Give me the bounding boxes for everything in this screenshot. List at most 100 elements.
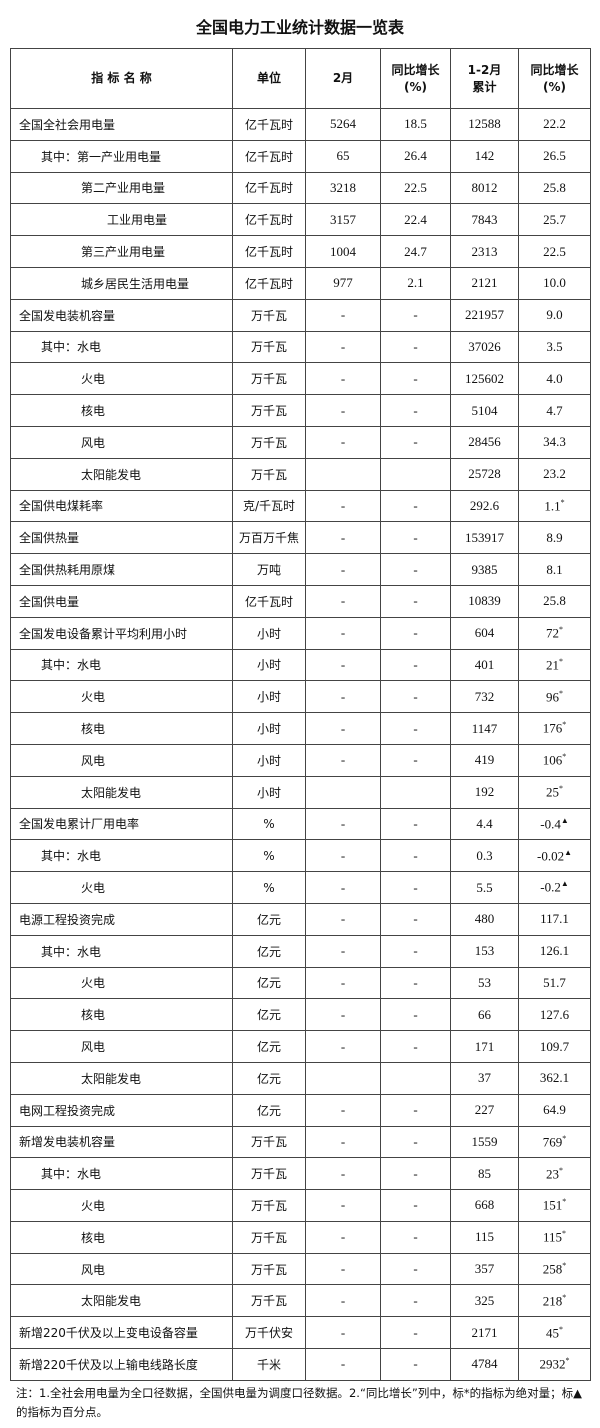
value-cell: - <box>380 807 451 841</box>
header-text: 同比增长 <box>530 62 579 77</box>
cum-value: 115 <box>474 1229 495 1245</box>
cum-yoy-value: 23.2 <box>543 466 566 482</box>
indicator-name: 火电 <box>10 680 233 714</box>
data-row: 火电 万千瓦 - - 125602 4.0 <box>10 362 591 396</box>
indicator-name: 核电 <box>10 998 233 1032</box>
feb-value: 5264 <box>330 116 356 132</box>
value-cell: 37026 <box>450 330 519 364</box>
cum-yoy-value: 8.1 <box>546 561 563 577</box>
value-cell: 28456 <box>450 425 519 459</box>
value-cell: 362.1 <box>518 1061 591 1095</box>
value-cell: 5264 <box>305 108 381 141</box>
data-row: 其中：第一产业用电量 亿千瓦时 65 26.4 142 26.5 <box>10 139 591 173</box>
value-cell: - <box>305 871 381 904</box>
cum-value: 25728 <box>468 466 501 482</box>
header-text: 2月 <box>332 71 354 85</box>
cum-yoy-value: 25.8 <box>543 179 566 195</box>
cum-value: 221957 <box>465 307 504 323</box>
cum-value: 227 <box>474 1102 495 1118</box>
value-cell: 23* <box>518 1157 591 1191</box>
cum-yoy-value: 4.7 <box>546 402 563 418</box>
unit-cell: % <box>232 839 306 873</box>
cum-yoy-value: 45 <box>546 1324 559 1340</box>
data-row: 全国供电量 亿千瓦时 - - 10839 25.8 <box>10 584 591 618</box>
feb-value: - <box>340 1229 346 1245</box>
value-cell: 23.2 <box>518 457 591 491</box>
unit-cell: 万千瓦 <box>232 362 306 396</box>
footnote-mark: * <box>560 497 565 507</box>
data-row: 全国全社会用电量 亿千瓦时 5264 18.5 12588 22.2 <box>10 108 591 141</box>
feb-value: - <box>340 561 346 577</box>
feb-yoy-value: - <box>413 656 418 672</box>
feb-value: - <box>340 497 346 513</box>
feb-yoy-value: - <box>413 943 418 959</box>
cum-value: 5.5 <box>476 879 493 895</box>
value-cell <box>305 457 381 491</box>
feb-yoy-value: - <box>413 911 418 927</box>
feb-value: 65 <box>336 148 350 164</box>
value-cell: 10839 <box>450 584 519 618</box>
data-row: 火电 小时 - - 732 96* <box>10 680 591 714</box>
value-cell: 668 <box>450 1189 519 1222</box>
indicator-name: 火电 <box>10 966 233 1000</box>
value-cell: - <box>305 807 381 841</box>
data-row: 太阳能发电 亿元 37 362.1 <box>10 1061 591 1095</box>
feb-value: - <box>340 625 346 641</box>
indicator-name: 其中：第一产业用电量 <box>10 139 233 173</box>
value-cell: 2313 <box>450 235 519 268</box>
feb-value: - <box>340 847 346 863</box>
footnote-mark: * <box>559 783 563 793</box>
feb-yoy-value: - <box>413 1165 418 1181</box>
feb-value: - <box>340 1133 346 1149</box>
data-row: 城乡居民生活用电量 亿千瓦时 977 2.1 2121 10.0 <box>10 266 591 300</box>
footnote-mark: * <box>562 720 567 730</box>
value-cell: 218* <box>518 1284 591 1318</box>
value-cell: - <box>380 1157 451 1191</box>
value-cell: - <box>380 680 451 714</box>
footnote-mark: * <box>559 656 563 666</box>
value-cell: 26.5 <box>518 139 591 173</box>
indicator-name: 新增发电装机容量 <box>10 1125 233 1159</box>
feb-value: - <box>340 688 346 704</box>
value-cell: - <box>305 743 381 777</box>
unit-cell: 亿元 <box>232 1093 306 1127</box>
indicator-name: 其中：水电 <box>10 1157 233 1191</box>
value-cell: - <box>380 521 451 555</box>
feb-yoy-value: - <box>413 847 418 863</box>
value-cell: 12588 <box>450 108 519 141</box>
cum-value: 9385 <box>471 561 498 577</box>
cum-yoy-value: 8.9 <box>546 529 563 545</box>
feb-yoy-value: - <box>413 752 418 768</box>
cum-yoy-value: 109.7 <box>539 1038 570 1054</box>
value-cell: 45* <box>518 1316 591 1350</box>
data-row: 全国供热量 万百万千焦 - - 153917 8.9 <box>10 521 591 555</box>
data-row: 风电 亿元 - - 171 109.7 <box>10 1030 591 1063</box>
cum-value: 4784 <box>471 1356 498 1372</box>
indicator-name: 太阳能发电 <box>10 1061 233 1095</box>
table-title: 全国电力工业统计数据一览表 <box>195 18 404 37</box>
header-text: 累计 <box>472 79 497 94</box>
value-cell: 2121 <box>450 266 519 300</box>
cum-yoy-value: 127.6 <box>539 1006 570 1022</box>
data-row: 火电% - - 5.5 -0.2▲ <box>10 871 591 904</box>
value-cell: - <box>305 1157 381 1191</box>
feb-value: - <box>340 370 346 386</box>
footnote-mark: * <box>562 1229 567 1239</box>
indicator-name: 第三产业用电量 <box>10 235 233 268</box>
cum-value: 7843 <box>471 211 498 227</box>
cum-value: 142 <box>474 148 495 164</box>
indicator-name: 太阳能发电 <box>10 775 233 809</box>
cum-value: 125602 <box>465 370 504 386</box>
data-row: 太阳能发电 万千瓦 - - 325 218* <box>10 1284 591 1318</box>
footnote-mark: * <box>562 1197 567 1207</box>
value-cell: 221957 <box>450 298 519 332</box>
cum-yoy-value: 151 <box>542 1197 563 1213</box>
header-text: 单位 <box>256 71 281 85</box>
feb-value: - <box>340 1324 346 1340</box>
cum-value: 1147 <box>471 720 498 736</box>
cum-yoy-value: 2932 <box>539 1356 566 1372</box>
indicator-name: 太阳能发电 <box>10 1284 233 1318</box>
value-cell: - <box>305 1189 381 1222</box>
cum-value: 53 <box>478 974 491 990</box>
value-cell: - <box>380 1284 451 1318</box>
